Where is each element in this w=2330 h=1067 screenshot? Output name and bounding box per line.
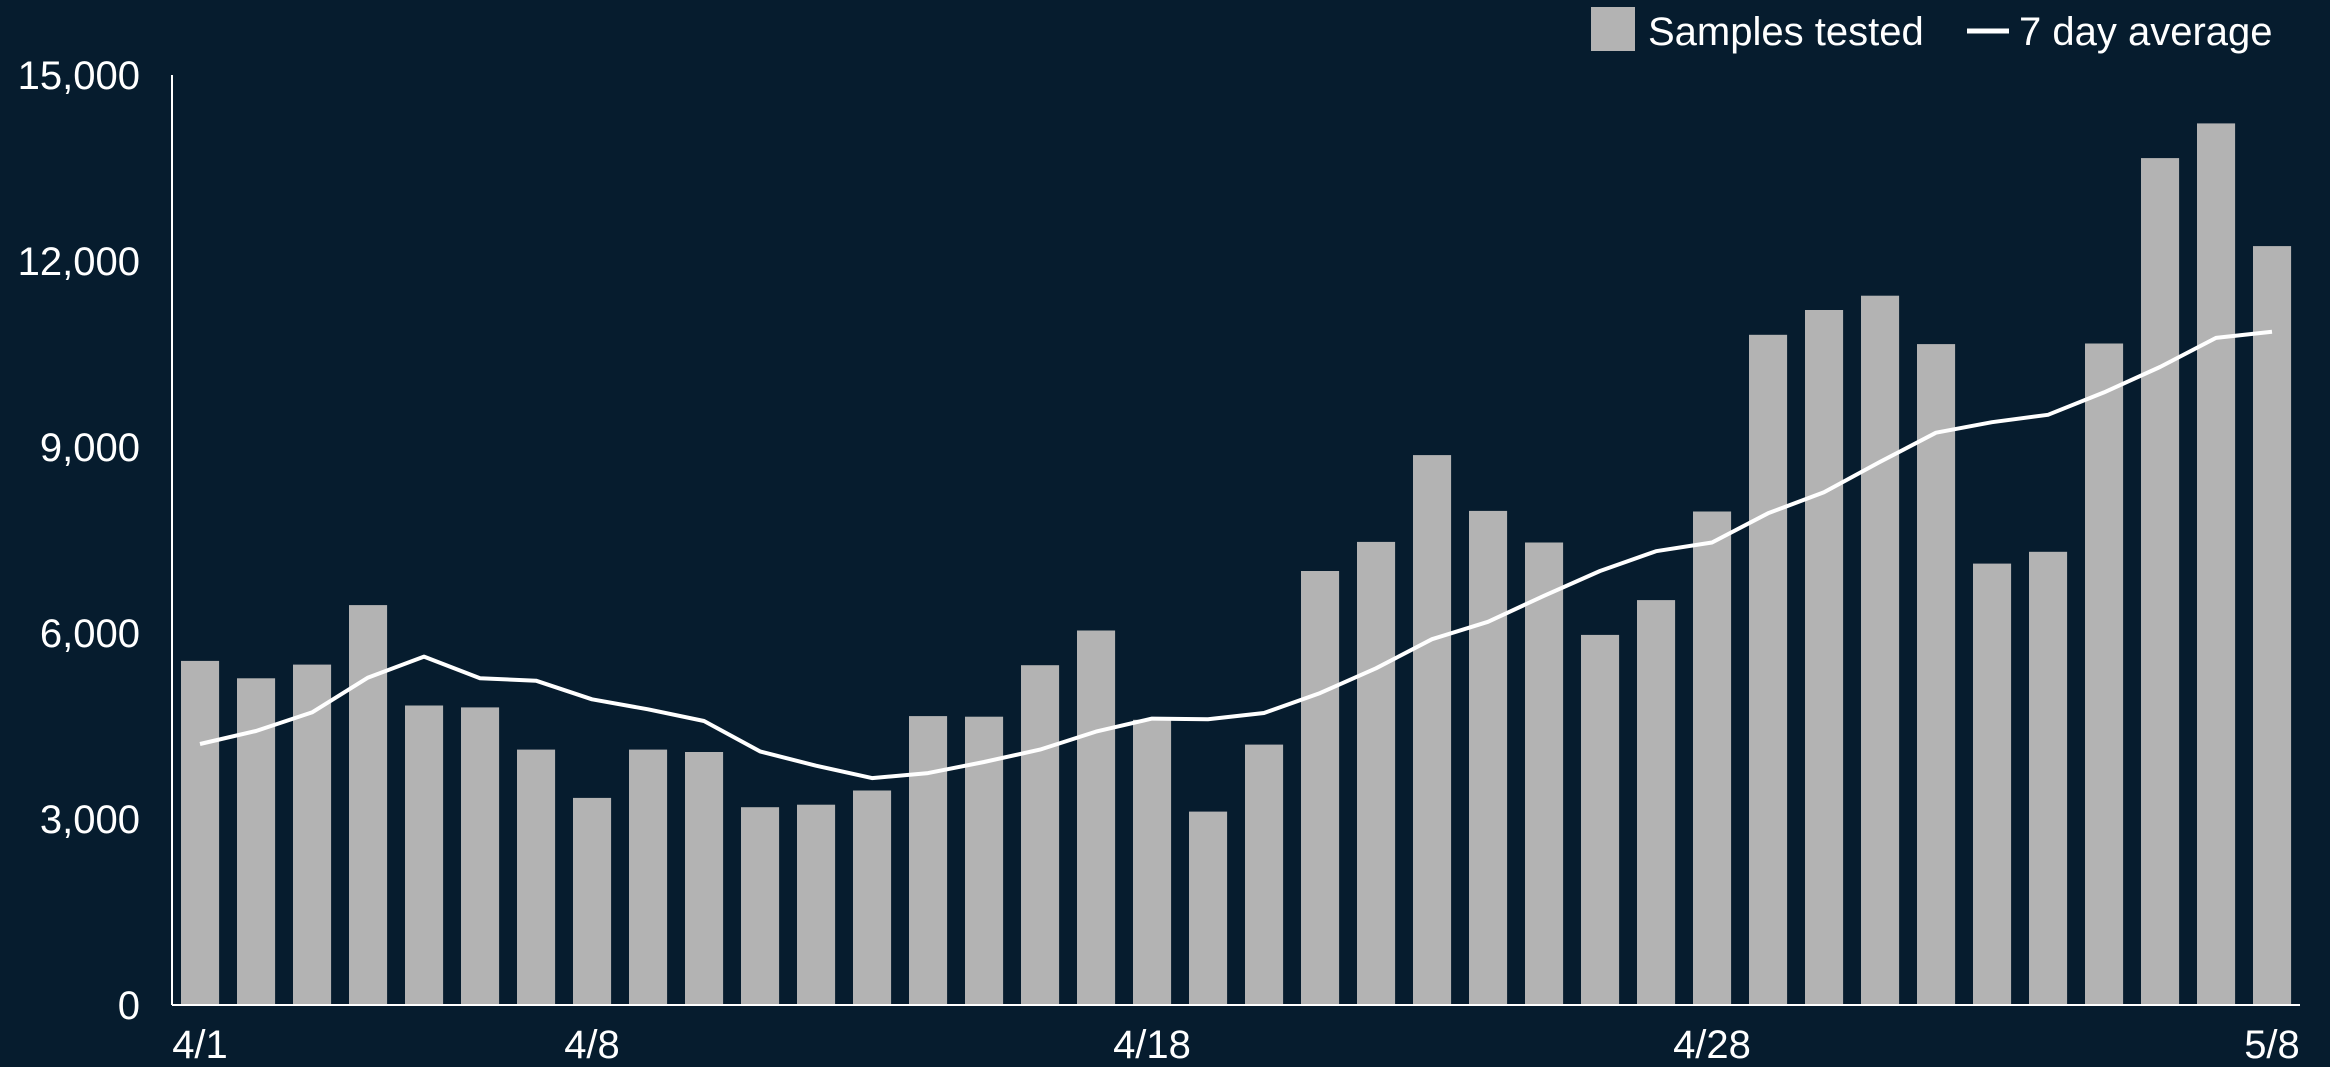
bar-4/29 [1749, 334, 1788, 1005]
legend-samples-tested-label: Samples tested [1648, 10, 1924, 54]
y-tick-label: 9,000 [40, 426, 140, 470]
bar-5/2 [1917, 344, 1956, 1006]
y-tick-label: 15,000 [18, 54, 140, 98]
y-tick-label: 3,000 [40, 798, 140, 842]
legend-samples-tested-swatch [1591, 7, 1635, 51]
y-tick-label: 12,000 [18, 240, 140, 284]
legend-7-day-average-label: 7 day average [2019, 10, 2273, 54]
bar-4/26 [1581, 634, 1620, 1005]
bar-4/8 [573, 797, 612, 1005]
bars-layer [181, 123, 2292, 1006]
x-tick-label: 4/18 [1113, 1023, 1191, 1067]
bar-5/5 [2085, 343, 2124, 1005]
bar-4/5 [405, 705, 444, 1005]
bar-4/23 [1413, 455, 1452, 1006]
bar-4/6 [461, 707, 500, 1005]
bar-4/27 [1637, 600, 1676, 1005]
bar-4/25 [1525, 542, 1564, 1005]
x-tick-label: 4/28 [1673, 1023, 1751, 1067]
bar-4/14 [909, 716, 948, 1005]
y-tick-label: 0 [118, 984, 140, 1028]
bar-4/11 [741, 807, 780, 1005]
bar-4/19 [1189, 811, 1228, 1005]
bar-4/30 [1805, 310, 1844, 1005]
bar-5/1 [1861, 295, 1900, 1005]
bar-4/16 [1021, 665, 1060, 1005]
x-tick-label: 4/8 [564, 1023, 620, 1067]
x-tick-labels: 4/1 4/8 4/18 4/28 5/8 [172, 1023, 2300, 1067]
bar-4/1 [181, 660, 220, 1005]
bar-5/6 [2141, 158, 2180, 1006]
bar-4/12 [797, 804, 836, 1005]
legend: Samples tested 7 day average [1591, 7, 2273, 54]
bar-4/22 [1357, 541, 1396, 1005]
bar-5/4 [2029, 551, 2068, 1005]
bar-4/20 [1245, 744, 1284, 1005]
x-tick-label: 5/8 [2244, 1023, 2300, 1067]
bar-4/9 [629, 749, 668, 1005]
y-tick-labels: 0 3,000 6,000 9,000 12,000 15,000 [18, 54, 140, 1028]
bar-4/7 [517, 749, 556, 1005]
average-line-layer [199, 329, 2273, 781]
bar-4/13 [853, 790, 892, 1005]
axes-layer [171, 75, 2300, 1006]
x-tick-label: 4/1 [172, 1023, 228, 1067]
bar-4/21 [1301, 571, 1340, 1005]
bar-4/4 [349, 605, 388, 1005]
bar-4/28 [1693, 511, 1732, 1005]
seven-day-average-line [199, 329, 2273, 781]
bar-4/18 [1133, 719, 1172, 1005]
bar-5/3 [1973, 563, 2012, 1005]
bar-5/7 [2197, 123, 2236, 1005]
bar-4/3 [293, 664, 332, 1005]
y-tick-label: 6,000 [40, 612, 140, 656]
bar-5/8 [2253, 246, 2292, 1006]
bar-4/10 [685, 752, 724, 1005]
bar-4/17 [1077, 630, 1116, 1005]
bar-4/24 [1469, 510, 1508, 1005]
